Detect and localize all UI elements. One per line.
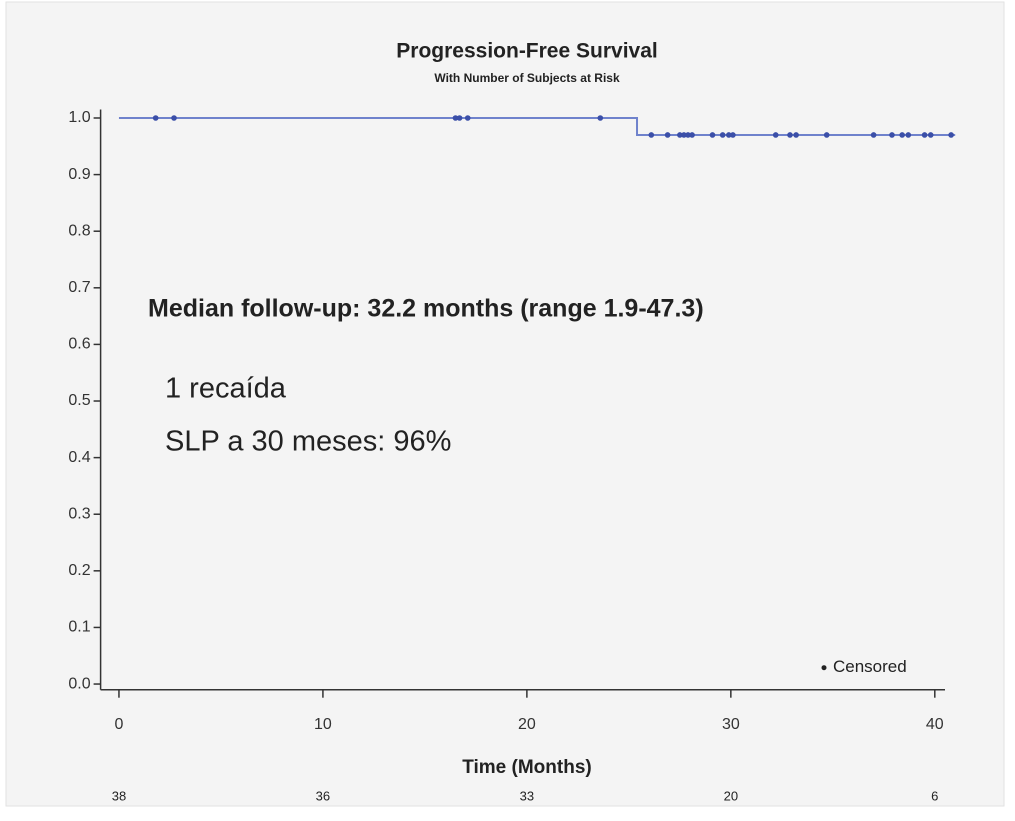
at-risk-count: 20 — [724, 788, 738, 803]
x-tick-label: 10 — [314, 716, 332, 733]
censor-mark — [456, 115, 463, 121]
y-tick-label: 0.5 — [68, 392, 90, 409]
y-tick-label: 0.4 — [68, 449, 90, 466]
legend-label: Censored — [833, 657, 907, 676]
y-tick-label: 0.8 — [68, 222, 90, 239]
panel — [5, 1, 1005, 807]
x-axis-label: Time (Months) — [462, 757, 591, 778]
chart-title: Progression-Free Survival — [396, 40, 657, 63]
censor-mark — [889, 132, 895, 138]
censor-mark — [597, 115, 604, 121]
x-tick-label: 0 — [115, 716, 124, 733]
x-tick-label: 20 — [518, 716, 536, 733]
y-tick-label: 0.3 — [68, 505, 90, 522]
at-risk-count: 38 — [112, 788, 126, 803]
at-risk-count: 33 — [520, 788, 534, 803]
y-tick-label: 0.2 — [68, 562, 90, 579]
y-tick-label: 0.9 — [68, 166, 90, 183]
censor-mark — [726, 132, 732, 138]
y-tick-label: 0.0 — [68, 675, 90, 692]
censor-mark — [677, 132, 683, 138]
annotation: 1 recaída — [165, 373, 287, 405]
censor-mark — [685, 132, 691, 138]
censor-mark — [823, 132, 830, 138]
censor-mark — [152, 115, 159, 121]
censor-mark — [927, 132, 934, 138]
censor-mark — [905, 132, 912, 138]
censor-mark — [870, 132, 877, 138]
censor-mark — [772, 132, 779, 138]
censor-mark — [709, 132, 716, 138]
y-tick-label: 0.6 — [68, 336, 90, 353]
censor-mark — [681, 132, 687, 138]
annotation: Median follow-up: 32.2 months (range 1.9… — [148, 295, 704, 323]
censor-mark — [464, 115, 471, 121]
y-tick-label: 0.7 — [68, 279, 90, 296]
censor-mark — [948, 132, 954, 138]
y-tick-label: 1.0 — [68, 109, 90, 126]
censor-mark — [730, 132, 736, 138]
legend-symbol — [821, 665, 827, 671]
x-tick-label: 40 — [926, 716, 944, 733]
censor-mark — [171, 115, 177, 121]
at-risk-count: 36 — [316, 788, 330, 803]
censor-mark — [921, 132, 928, 138]
censor-mark — [793, 132, 799, 138]
chart-subtitle: With Number of Subjects at Risk — [434, 71, 620, 85]
censor-mark — [452, 115, 459, 121]
censor-mark — [719, 132, 726, 138]
x-tick-label: 30 — [722, 716, 740, 733]
censor-mark — [787, 132, 793, 138]
censor-mark — [664, 132, 671, 138]
censor-mark — [899, 132, 905, 138]
at-risk-count: 6 — [931, 788, 938, 803]
annotation: SLP a 30 meses: 96% — [165, 426, 451, 458]
censor-mark — [689, 132, 695, 138]
y-tick-label: 0.1 — [68, 619, 90, 636]
censor-mark — [648, 132, 655, 138]
